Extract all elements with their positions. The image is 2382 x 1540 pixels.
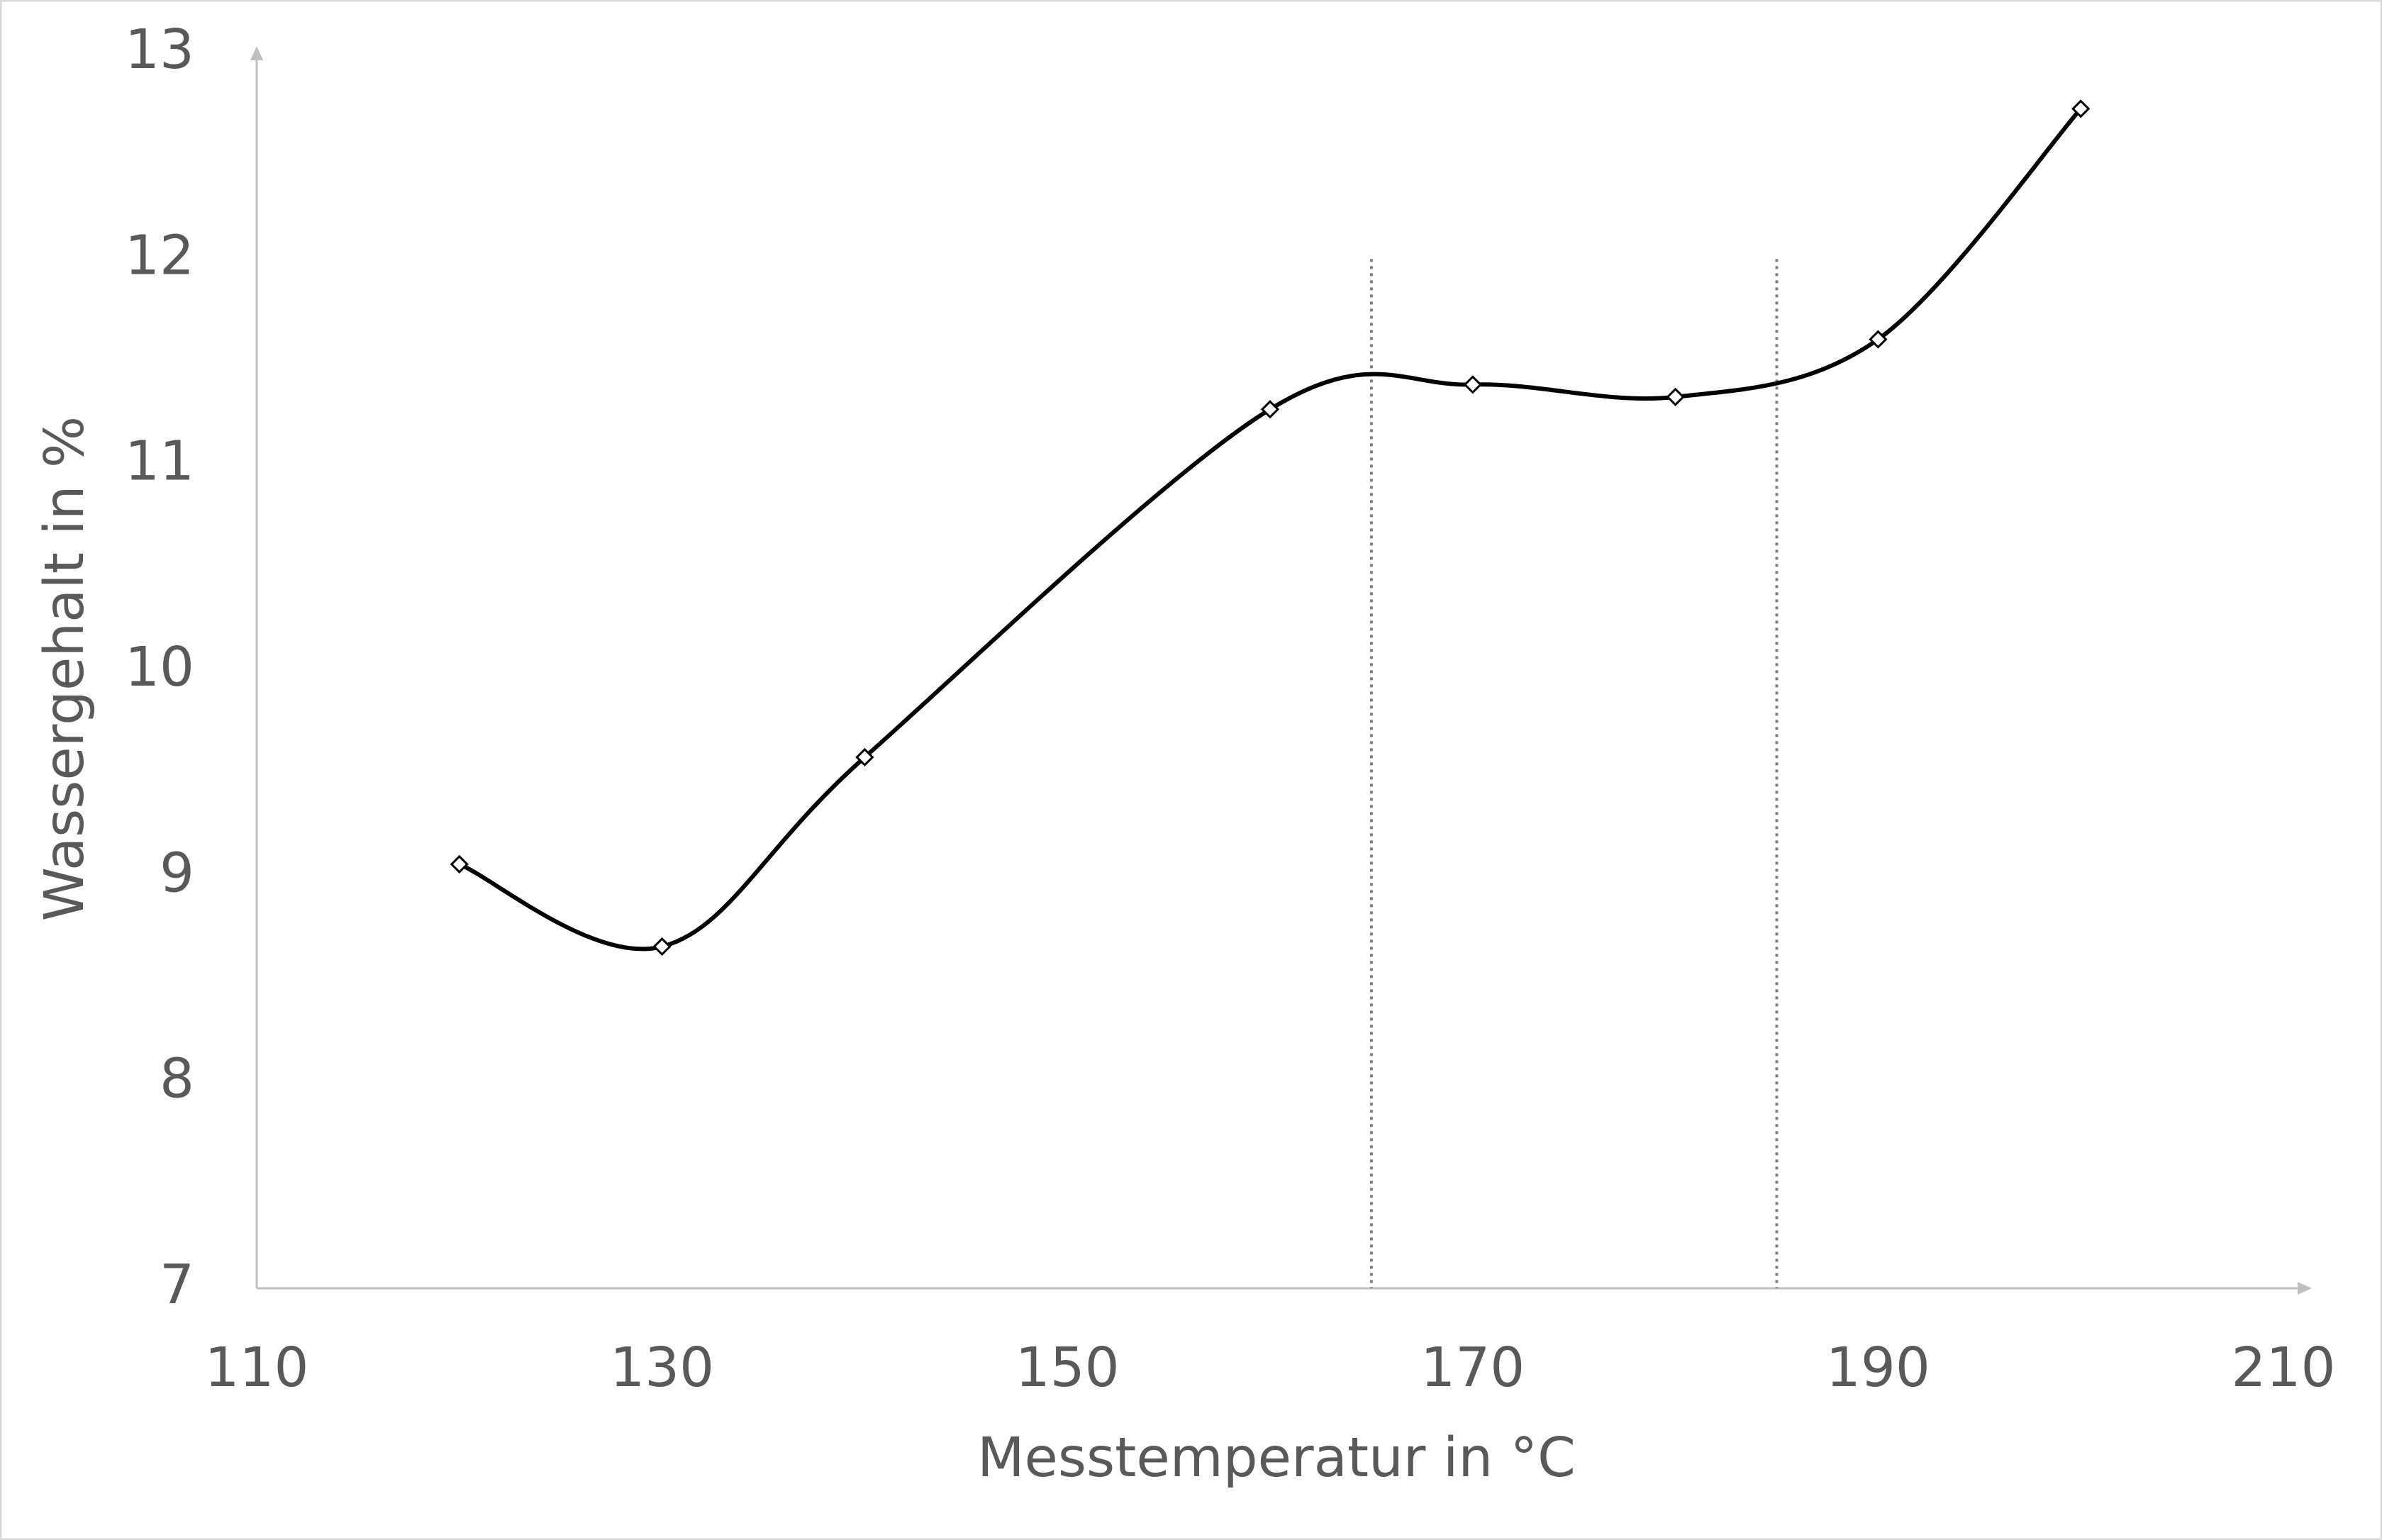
- y-tick-label: 8: [160, 1048, 194, 1111]
- x-tick-label: 170: [1420, 1337, 1525, 1400]
- x-axis-arrow: [2298, 1282, 2312, 1295]
- x-tick-label: 190: [1826, 1337, 1930, 1400]
- x-axis-title: Messtemperatur in °C: [977, 1427, 1576, 1490]
- y-tick-label: 13: [125, 18, 194, 82]
- data-line: [458, 107, 2083, 952]
- data-point: [1260, 400, 1280, 419]
- y-tick-label: 10: [125, 636, 194, 699]
- x-tick-label: 130: [610, 1337, 714, 1400]
- data-point: [855, 747, 874, 767]
- y-tick-label: 12: [125, 224, 194, 287]
- x-tick-label: 110: [205, 1337, 309, 1400]
- y-tick-label: 7: [160, 1254, 194, 1317]
- x-tick-label: 150: [1015, 1337, 1120, 1400]
- y-axis-title: Wassergehalt in %: [33, 416, 96, 921]
- y-axis-arrow: [250, 46, 263, 60]
- y-tick-label: 11: [125, 430, 194, 493]
- data-point: [1869, 330, 1888, 349]
- data-point: [1666, 387, 1685, 406]
- data-point: [2071, 99, 2091, 118]
- y-tick-label: 9: [160, 842, 194, 905]
- data-point: [1463, 375, 1482, 394]
- data-point: [652, 937, 672, 956]
- data-point: [450, 854, 469, 874]
- x-tick-label: 210: [2232, 1337, 2336, 1400]
